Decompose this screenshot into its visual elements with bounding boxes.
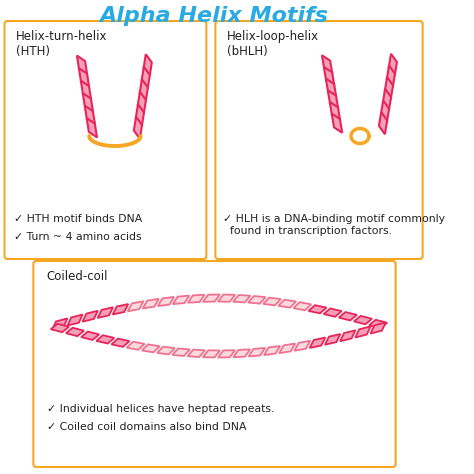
Polygon shape [87, 118, 97, 137]
Polygon shape [381, 100, 389, 123]
Polygon shape [81, 332, 99, 340]
Polygon shape [385, 77, 393, 99]
Polygon shape [158, 297, 174, 306]
Polygon shape [111, 338, 129, 347]
Polygon shape [354, 316, 372, 324]
Polygon shape [98, 307, 113, 318]
Text: ✓ Individual helices have heptad repeats.: ✓ Individual helices have heptad repeats… [47, 404, 274, 414]
Polygon shape [326, 79, 337, 98]
Text: ✓ Turn ~ 4 amino acids: ✓ Turn ~ 4 amino acids [14, 232, 142, 242]
Polygon shape [157, 346, 175, 355]
Polygon shape [383, 89, 391, 111]
Polygon shape [127, 342, 145, 350]
Polygon shape [248, 296, 265, 304]
Polygon shape [389, 54, 397, 76]
Polygon shape [113, 304, 128, 314]
Polygon shape [96, 335, 114, 344]
Text: ✓ Coiled coil domains also bind DNA: ✓ Coiled coil domains also bind DNA [47, 422, 246, 432]
Polygon shape [142, 67, 150, 89]
Polygon shape [339, 312, 357, 320]
Polygon shape [330, 102, 340, 121]
Polygon shape [134, 117, 142, 139]
Polygon shape [81, 81, 91, 100]
Polygon shape [173, 296, 190, 304]
Polygon shape [77, 55, 87, 75]
Polygon shape [82, 311, 98, 322]
Polygon shape [83, 93, 93, 112]
Polygon shape [369, 320, 387, 328]
Polygon shape [233, 295, 250, 302]
Polygon shape [248, 348, 265, 356]
Polygon shape [173, 348, 190, 356]
Polygon shape [188, 350, 205, 357]
Polygon shape [128, 301, 144, 311]
Polygon shape [52, 319, 67, 329]
Polygon shape [263, 298, 281, 305]
Polygon shape [310, 337, 325, 348]
Polygon shape [264, 346, 280, 355]
Text: Coiled-coil: Coiled-coil [47, 270, 109, 283]
Polygon shape [332, 114, 342, 133]
Text: ✓ HLH is a DNA-binding motif commonly
  found in transcription factors.: ✓ HLH is a DNA-binding motif commonly fo… [223, 214, 446, 236]
Polygon shape [356, 327, 371, 337]
Polygon shape [218, 350, 235, 357]
Polygon shape [379, 112, 387, 134]
Polygon shape [325, 334, 340, 345]
Polygon shape [278, 300, 296, 308]
Polygon shape [140, 79, 148, 101]
Polygon shape [85, 106, 95, 125]
Polygon shape [51, 324, 69, 332]
Polygon shape [143, 299, 159, 309]
Polygon shape [279, 344, 295, 353]
Polygon shape [203, 294, 220, 302]
Polygon shape [79, 68, 89, 87]
Polygon shape [218, 294, 235, 302]
Polygon shape [142, 345, 160, 352]
Polygon shape [136, 104, 144, 126]
Polygon shape [188, 295, 205, 303]
Polygon shape [138, 92, 146, 114]
Text: Helix-turn-helix
(HTH): Helix-turn-helix (HTH) [16, 30, 108, 58]
Polygon shape [233, 349, 250, 357]
Text: ✓ HTH motif binds DNA: ✓ HTH motif binds DNA [14, 214, 143, 224]
Polygon shape [324, 67, 335, 86]
Polygon shape [294, 341, 310, 351]
Polygon shape [340, 330, 356, 341]
Polygon shape [371, 322, 386, 334]
Polygon shape [144, 54, 152, 76]
FancyBboxPatch shape [215, 21, 423, 259]
Polygon shape [67, 315, 82, 326]
Text: Alpha Helix Motifs: Alpha Helix Motifs [99, 6, 328, 26]
Polygon shape [66, 328, 84, 336]
FancyBboxPatch shape [33, 261, 396, 467]
Text: Helix-loop-helix
(bHLH): Helix-loop-helix (bHLH) [227, 30, 319, 58]
Polygon shape [293, 302, 311, 310]
Polygon shape [309, 305, 327, 313]
Polygon shape [322, 55, 332, 74]
Polygon shape [324, 309, 342, 317]
Polygon shape [203, 350, 220, 357]
Polygon shape [387, 65, 395, 88]
FancyBboxPatch shape [5, 21, 206, 259]
Polygon shape [328, 90, 338, 109]
